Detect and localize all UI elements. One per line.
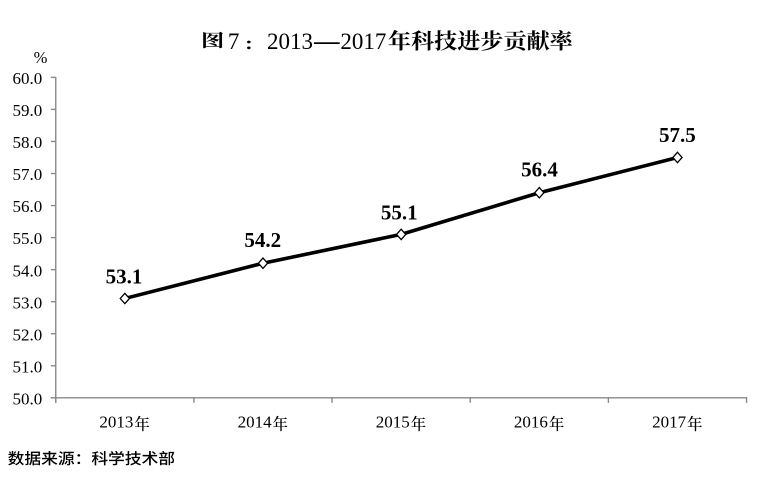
svg-text:2017: 2017	[652, 413, 687, 432]
svg-text:60.0: 60.0	[13, 69, 43, 88]
svg-text:54.2: 54.2	[244, 228, 281, 252]
svg-text:51.0: 51.0	[13, 357, 43, 376]
svg-text:2013: 2013	[267, 29, 313, 54]
svg-text:%: %	[34, 48, 48, 67]
svg-text:55.0: 55.0	[13, 229, 43, 248]
svg-text:55.1: 55.1	[381, 200, 418, 224]
svg-text:56.4: 56.4	[521, 158, 558, 182]
svg-text:2017: 2017	[340, 29, 386, 54]
svg-text:2015: 2015	[376, 413, 410, 432]
svg-text:59.0: 59.0	[13, 101, 43, 120]
svg-text:56.0: 56.0	[13, 197, 43, 216]
svg-text:2014: 2014	[238, 413, 273, 432]
svg-text:50.0: 50.0	[13, 389, 43, 408]
svg-text:53.0: 53.0	[13, 293, 43, 312]
svg-text:2016: 2016	[514, 413, 548, 432]
svg-text:57.0: 57.0	[13, 165, 43, 184]
svg-text:57.5: 57.5	[659, 123, 696, 147]
svg-text:58.0: 58.0	[13, 133, 43, 152]
svg-text:54.0: 54.0	[13, 261, 43, 280]
svg-text:53.1: 53.1	[106, 265, 143, 289]
svg-text:2013: 2013	[99, 413, 133, 432]
svg-text:52.0: 52.0	[13, 325, 43, 344]
svg-text:7: 7	[228, 29, 240, 54]
